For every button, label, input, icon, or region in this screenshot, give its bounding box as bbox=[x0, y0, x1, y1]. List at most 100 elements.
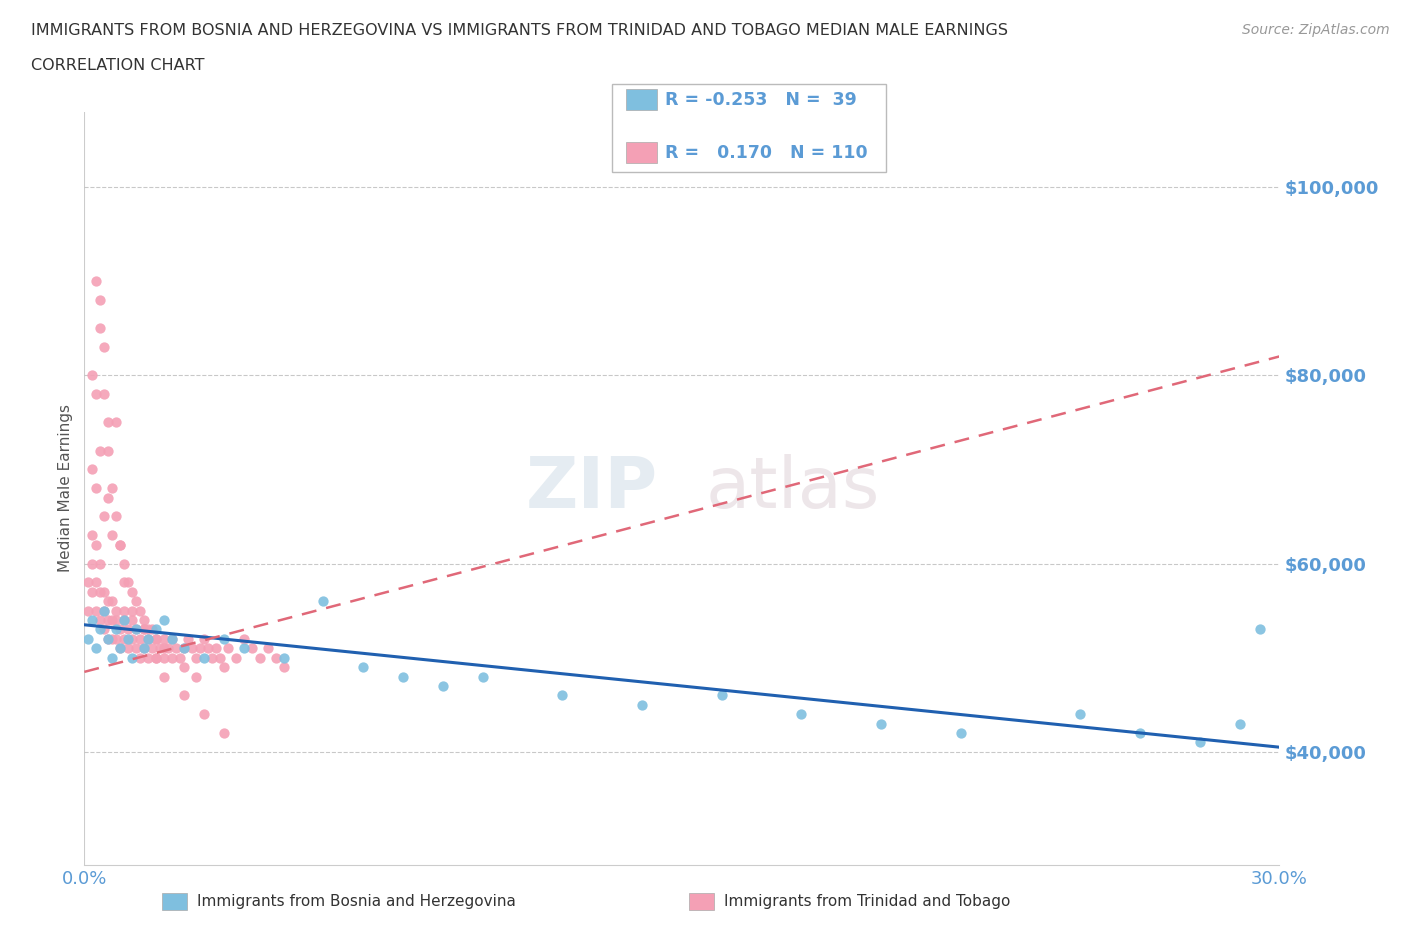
Point bbox=[949, 725, 972, 740]
Point bbox=[471, 670, 494, 684]
Point bbox=[110, 641, 132, 656]
Point bbox=[136, 631, 159, 646]
Point bbox=[132, 641, 156, 656]
Point bbox=[136, 650, 159, 665]
Point bbox=[82, 367, 104, 383]
Point bbox=[312, 594, 335, 609]
Point bbox=[790, 707, 813, 722]
Point bbox=[93, 604, 115, 618]
Point bbox=[160, 650, 183, 665]
Point bbox=[249, 650, 271, 665]
Point bbox=[157, 641, 180, 656]
Point bbox=[153, 670, 176, 684]
Text: Source: ZipAtlas.com: Source: ZipAtlas.com bbox=[1241, 23, 1389, 37]
Point bbox=[273, 659, 295, 674]
Point bbox=[145, 631, 167, 646]
Point bbox=[105, 509, 128, 524]
Point bbox=[173, 688, 195, 703]
Point bbox=[141, 641, 163, 656]
Point bbox=[110, 641, 132, 656]
Text: CORRELATION CHART: CORRELATION CHART bbox=[31, 58, 204, 73]
Point bbox=[105, 631, 128, 646]
Point bbox=[89, 444, 111, 458]
Point bbox=[173, 641, 195, 656]
Point bbox=[121, 631, 143, 646]
Point bbox=[392, 670, 415, 684]
Point bbox=[121, 613, 143, 628]
Point bbox=[169, 650, 191, 665]
Point bbox=[432, 679, 454, 694]
Point bbox=[145, 622, 167, 637]
Point bbox=[86, 538, 108, 552]
Point bbox=[153, 613, 176, 628]
Point bbox=[1249, 622, 1271, 637]
Point bbox=[132, 622, 156, 637]
Point bbox=[93, 584, 115, 599]
Point bbox=[101, 481, 124, 496]
Point bbox=[225, 650, 247, 665]
Text: R = -0.253   N =  39: R = -0.253 N = 39 bbox=[665, 90, 856, 109]
Text: Immigrants from Trinidad and Tobago: Immigrants from Trinidad and Tobago bbox=[724, 894, 1011, 909]
Point bbox=[77, 604, 100, 618]
Point bbox=[110, 538, 132, 552]
Point bbox=[117, 641, 139, 656]
Point bbox=[136, 622, 159, 637]
Point bbox=[101, 528, 124, 543]
Point bbox=[551, 688, 574, 703]
Y-axis label: Median Male Earnings: Median Male Earnings bbox=[58, 405, 73, 572]
Point bbox=[165, 641, 187, 656]
Text: R =   0.170   N = 110: R = 0.170 N = 110 bbox=[665, 143, 868, 162]
Point bbox=[273, 650, 295, 665]
Point bbox=[197, 641, 219, 656]
Point bbox=[132, 622, 156, 637]
Point bbox=[117, 631, 139, 646]
Point bbox=[129, 650, 152, 665]
Point bbox=[201, 650, 224, 665]
Point bbox=[1129, 725, 1152, 740]
Point bbox=[97, 613, 120, 628]
Point bbox=[173, 659, 195, 674]
Point bbox=[153, 641, 176, 656]
Point bbox=[93, 339, 115, 354]
Point bbox=[136, 631, 159, 646]
Point bbox=[112, 613, 135, 628]
Point bbox=[105, 604, 128, 618]
Point bbox=[101, 613, 124, 628]
Point bbox=[145, 650, 167, 665]
Point bbox=[97, 631, 120, 646]
Text: ZIP: ZIP bbox=[526, 454, 658, 523]
Point bbox=[129, 604, 152, 618]
Text: atlas: atlas bbox=[706, 454, 880, 523]
Point bbox=[1229, 716, 1251, 731]
Point bbox=[208, 650, 231, 665]
Point bbox=[77, 575, 100, 590]
Point bbox=[125, 641, 148, 656]
Text: Immigrants from Bosnia and Herzegovina: Immigrants from Bosnia and Herzegovina bbox=[197, 894, 516, 909]
Point bbox=[352, 659, 374, 674]
Point bbox=[112, 631, 135, 646]
Point bbox=[86, 604, 108, 618]
Point bbox=[177, 631, 200, 646]
Point bbox=[125, 594, 148, 609]
Point bbox=[145, 650, 167, 665]
Point bbox=[89, 321, 111, 336]
Point bbox=[184, 670, 207, 684]
Point bbox=[105, 613, 128, 628]
Point bbox=[710, 688, 733, 703]
Point bbox=[86, 387, 108, 402]
Point bbox=[212, 631, 235, 646]
Point bbox=[93, 622, 115, 637]
Point bbox=[205, 641, 228, 656]
Point bbox=[101, 631, 124, 646]
Point bbox=[110, 622, 132, 637]
Point bbox=[110, 538, 132, 552]
Point bbox=[188, 641, 211, 656]
Point bbox=[125, 622, 148, 637]
Point bbox=[631, 698, 654, 712]
Point bbox=[121, 604, 143, 618]
Point bbox=[117, 575, 139, 590]
Point bbox=[129, 631, 152, 646]
Point bbox=[86, 273, 108, 288]
Point bbox=[153, 650, 176, 665]
Point bbox=[193, 631, 215, 646]
